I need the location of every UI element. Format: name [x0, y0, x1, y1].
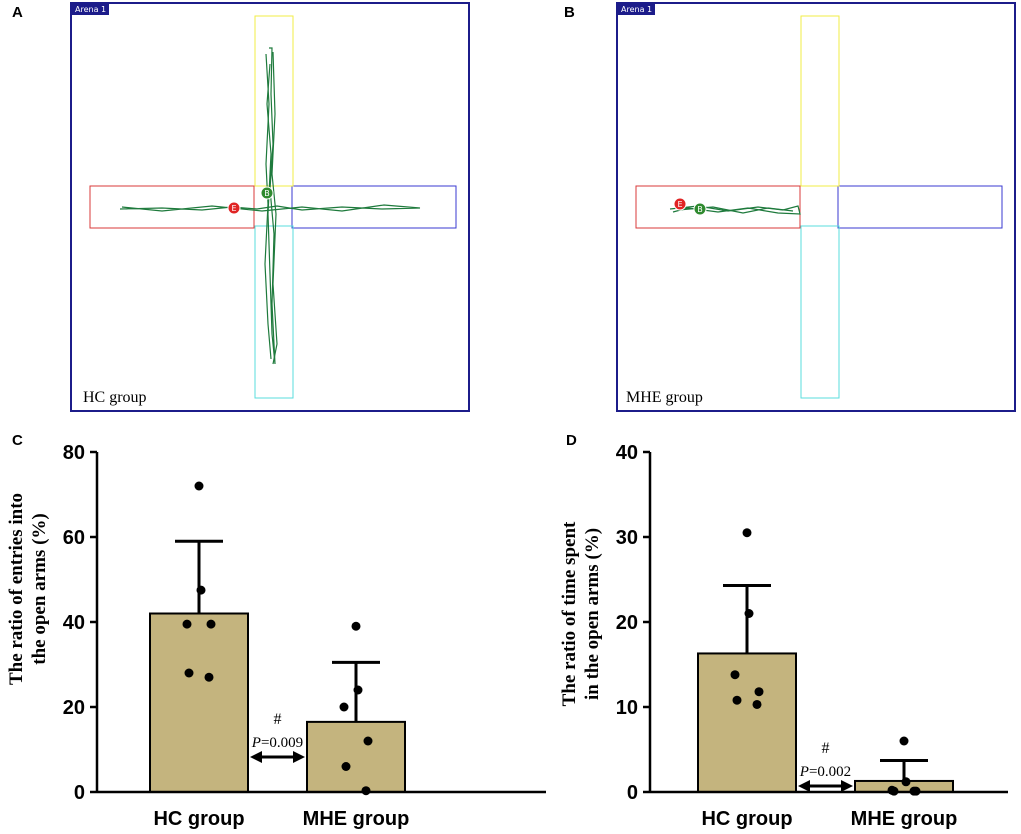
start-marker-label-hc: B: [264, 189, 270, 198]
chart-c-point-0-1: [196, 585, 206, 595]
group-caption-hc: HC group: [83, 389, 147, 406]
open-arm-right-mhe: [837, 185, 1003, 229]
open-arm-left-hc: [89, 185, 255, 229]
chart-c-sig-arrow-left: [250, 751, 262, 763]
open-arm-right-hc: [291, 185, 457, 229]
end-marker-mhe: E: [673, 197, 687, 211]
chart-d-point-0-1: [744, 609, 754, 618]
chart-d-point-0-5: [752, 699, 762, 709]
chart-d-sig-arrow-right: [841, 780, 853, 792]
open-arm-left-mhe: [635, 185, 801, 229]
start-marker-label-mhe: B: [697, 205, 703, 214]
chart-c-point-0-0: [194, 481, 204, 491]
chart-c-sig-arrow-right: [293, 751, 305, 763]
arena-mhe: Arena 1 E B MHE group: [616, 2, 1016, 412]
chart-d-point-0-0: [742, 528, 752, 538]
panel-letter-c: C: [12, 432, 23, 449]
chart-d-point-1-0: [899, 736, 909, 746]
chart-d-xtick-1: MHE group: [851, 808, 958, 830]
closed-arm-top-hc: [254, 15, 294, 187]
chart-c-point-1-4: [341, 762, 351, 771]
chart-c-point-1-3: [363, 736, 373, 746]
start-marker-hc: B: [260, 186, 274, 200]
chart-d-point-0-3: [754, 687, 764, 697]
chart-d-ytick-label-0: 0: [627, 782, 638, 804]
chart-c-bar-1: [306, 720, 406, 793]
group-caption-mhe: MHE group: [626, 389, 703, 406]
chart-c-xtick-0: HC group: [153, 808, 244, 830]
chart-c-point-0-5: [204, 672, 214, 682]
chart-d-sig-arrow-left: [798, 780, 810, 792]
chart-c-sig-symbol: #: [274, 711, 282, 728]
chart-d-point-0-4: [732, 695, 742, 705]
chart-d-sig-p-value: =0.002: [809, 764, 851, 780]
chart-d-sig-pvalue: P=0.002: [799, 764, 851, 780]
chart-d-ytick-label-4: 40: [616, 442, 638, 464]
chart-d-point-0-2: [730, 670, 740, 680]
chart-c-point-0-4: [184, 668, 194, 678]
panel-letter-a: A: [12, 4, 23, 21]
chart-c-point-0-3: [206, 619, 216, 629]
arena-tag-mhe: Arena 1: [618, 4, 656, 15]
closed-arm-bottom-mhe: [800, 225, 840, 399]
chart-c-bar-0: [149, 612, 249, 793]
chart-d-ytick-label-3: 30: [616, 527, 638, 549]
chart-d-ytick-label-2: 20: [616, 612, 638, 634]
chart-c-ytick-label-0: 0: [74, 782, 85, 804]
chart-c-point-0-2: [182, 619, 192, 629]
chart-d-xtick-0: HC group: [701, 808, 792, 830]
chart-d-sig-symbol: #: [822, 740, 830, 757]
arena-hc: Arena 1 B E HC group: [70, 2, 470, 412]
chart-c-sig-p-value: =0.009: [261, 735, 303, 751]
movement-track-hc: [119, 47, 421, 365]
end-marker-hc: E: [227, 201, 241, 215]
chart-d-bar-0: [697, 652, 797, 794]
chart-c-sig-pvalue: P=0.009: [251, 735, 303, 751]
chart-d-ytick-label-1: 10: [616, 697, 638, 719]
chart-c-point-1-1: [353, 685, 363, 695]
panel-letter-d: D: [566, 432, 577, 449]
maze-mhe: E B: [635, 15, 1003, 399]
chart-c-ytick-label-1: 20: [63, 697, 85, 719]
chart-c-xtick-1: MHE group: [303, 808, 410, 830]
chart-d-point-1-1: [901, 777, 911, 787]
chart-c-ytick-label-3: 60: [63, 527, 85, 549]
chart-c-point-1-0: [351, 621, 361, 631]
maze-hc: B E: [89, 15, 457, 399]
chart-c-sig-p-label: P: [251, 735, 261, 751]
panel-letter-b: B: [564, 4, 575, 21]
chart-c-point-1-2: [339, 702, 349, 712]
arena-tag-hc: Arena 1: [72, 4, 110, 15]
chart-c-ytick-label-4: 80: [63, 442, 85, 464]
end-marker-label-mhe: E: [677, 200, 682, 209]
chart-c-ytick-label-2: 40: [63, 612, 85, 634]
end-marker-label-hc: E: [231, 204, 236, 213]
chart-d-sig-p-label: P: [799, 764, 809, 780]
closed-arm-top-mhe: [800, 15, 840, 187]
start-marker-mhe: B: [693, 202, 707, 216]
closed-arm-bottom-hc: [254, 225, 294, 399]
